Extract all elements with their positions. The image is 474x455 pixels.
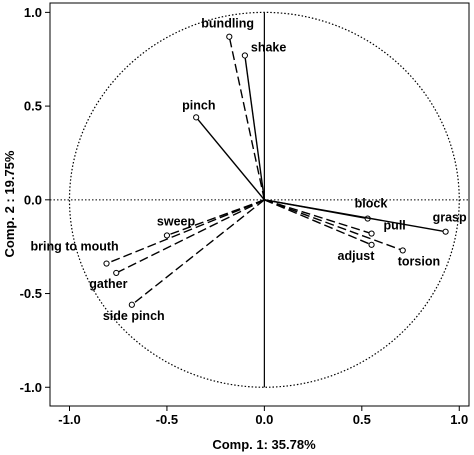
y-tick-label: 1.0 (24, 5, 42, 20)
y-tick-label: -0.5 (20, 286, 42, 301)
point-label-shake: shake (251, 40, 286, 54)
point-label-bring-to-mouth: bring to mouth (31, 240, 119, 254)
unit-circle (68, 11, 460, 388)
point-bundling (226, 33, 233, 40)
y-tick-label: 0.0 (24, 192, 42, 207)
plot-frame (49, 2, 470, 407)
y-axis-title: Comp. 2 : 19.75% (2, 150, 17, 257)
point-grasp (442, 228, 449, 235)
x-tick-label: -1.0 (58, 412, 80, 427)
x-tick-label: 1.0 (450, 412, 468, 427)
point-label-gather: gather (89, 277, 127, 291)
point-pinch (193, 114, 200, 121)
point-torsion (399, 247, 406, 254)
point-adjust (368, 241, 375, 248)
point-label-side-pinch: side pinch (103, 309, 165, 323)
point-label-grasp: grasp (433, 211, 467, 225)
point-gather (113, 269, 120, 277)
point-label-bundling: bundling (201, 17, 254, 31)
point-label-sweep: sweep (157, 214, 196, 228)
vector-bring-to-mouth (106, 199, 265, 265)
vector-pinch (195, 116, 265, 201)
point-label-pinch: pinch (182, 98, 215, 112)
vector-bundling (228, 36, 266, 200)
y-tick-label: 0.5 (24, 99, 42, 114)
x-tick-label: -0.5 (156, 412, 178, 427)
y-tick-label: -1.0 (20, 380, 42, 395)
x-tick-label: 0.5 (353, 412, 371, 427)
point-label-pull: pull (384, 219, 406, 233)
point-label-torsion: torsion (398, 254, 440, 268)
point-pull (368, 230, 375, 237)
x-tick-label: 0.0 (255, 412, 273, 427)
point-bring-to-mouth (103, 260, 110, 267)
vector-side-pinch (131, 199, 265, 306)
point-shake (241, 52, 248, 59)
vector-torsion (264, 199, 403, 252)
point-side-pinch (128, 301, 135, 308)
point-sweep (163, 232, 171, 239)
x-axis-title: Comp. 1: 35.78% (212, 437, 316, 452)
point-label-block: block (355, 197, 388, 211)
vector-pull (264, 199, 372, 235)
vector-shake (244, 55, 266, 200)
vector-grasp (264, 199, 446, 233)
vector-adjust (264, 199, 372, 246)
vector-gather (115, 199, 265, 274)
point-label-adjust: adjust (338, 249, 376, 263)
